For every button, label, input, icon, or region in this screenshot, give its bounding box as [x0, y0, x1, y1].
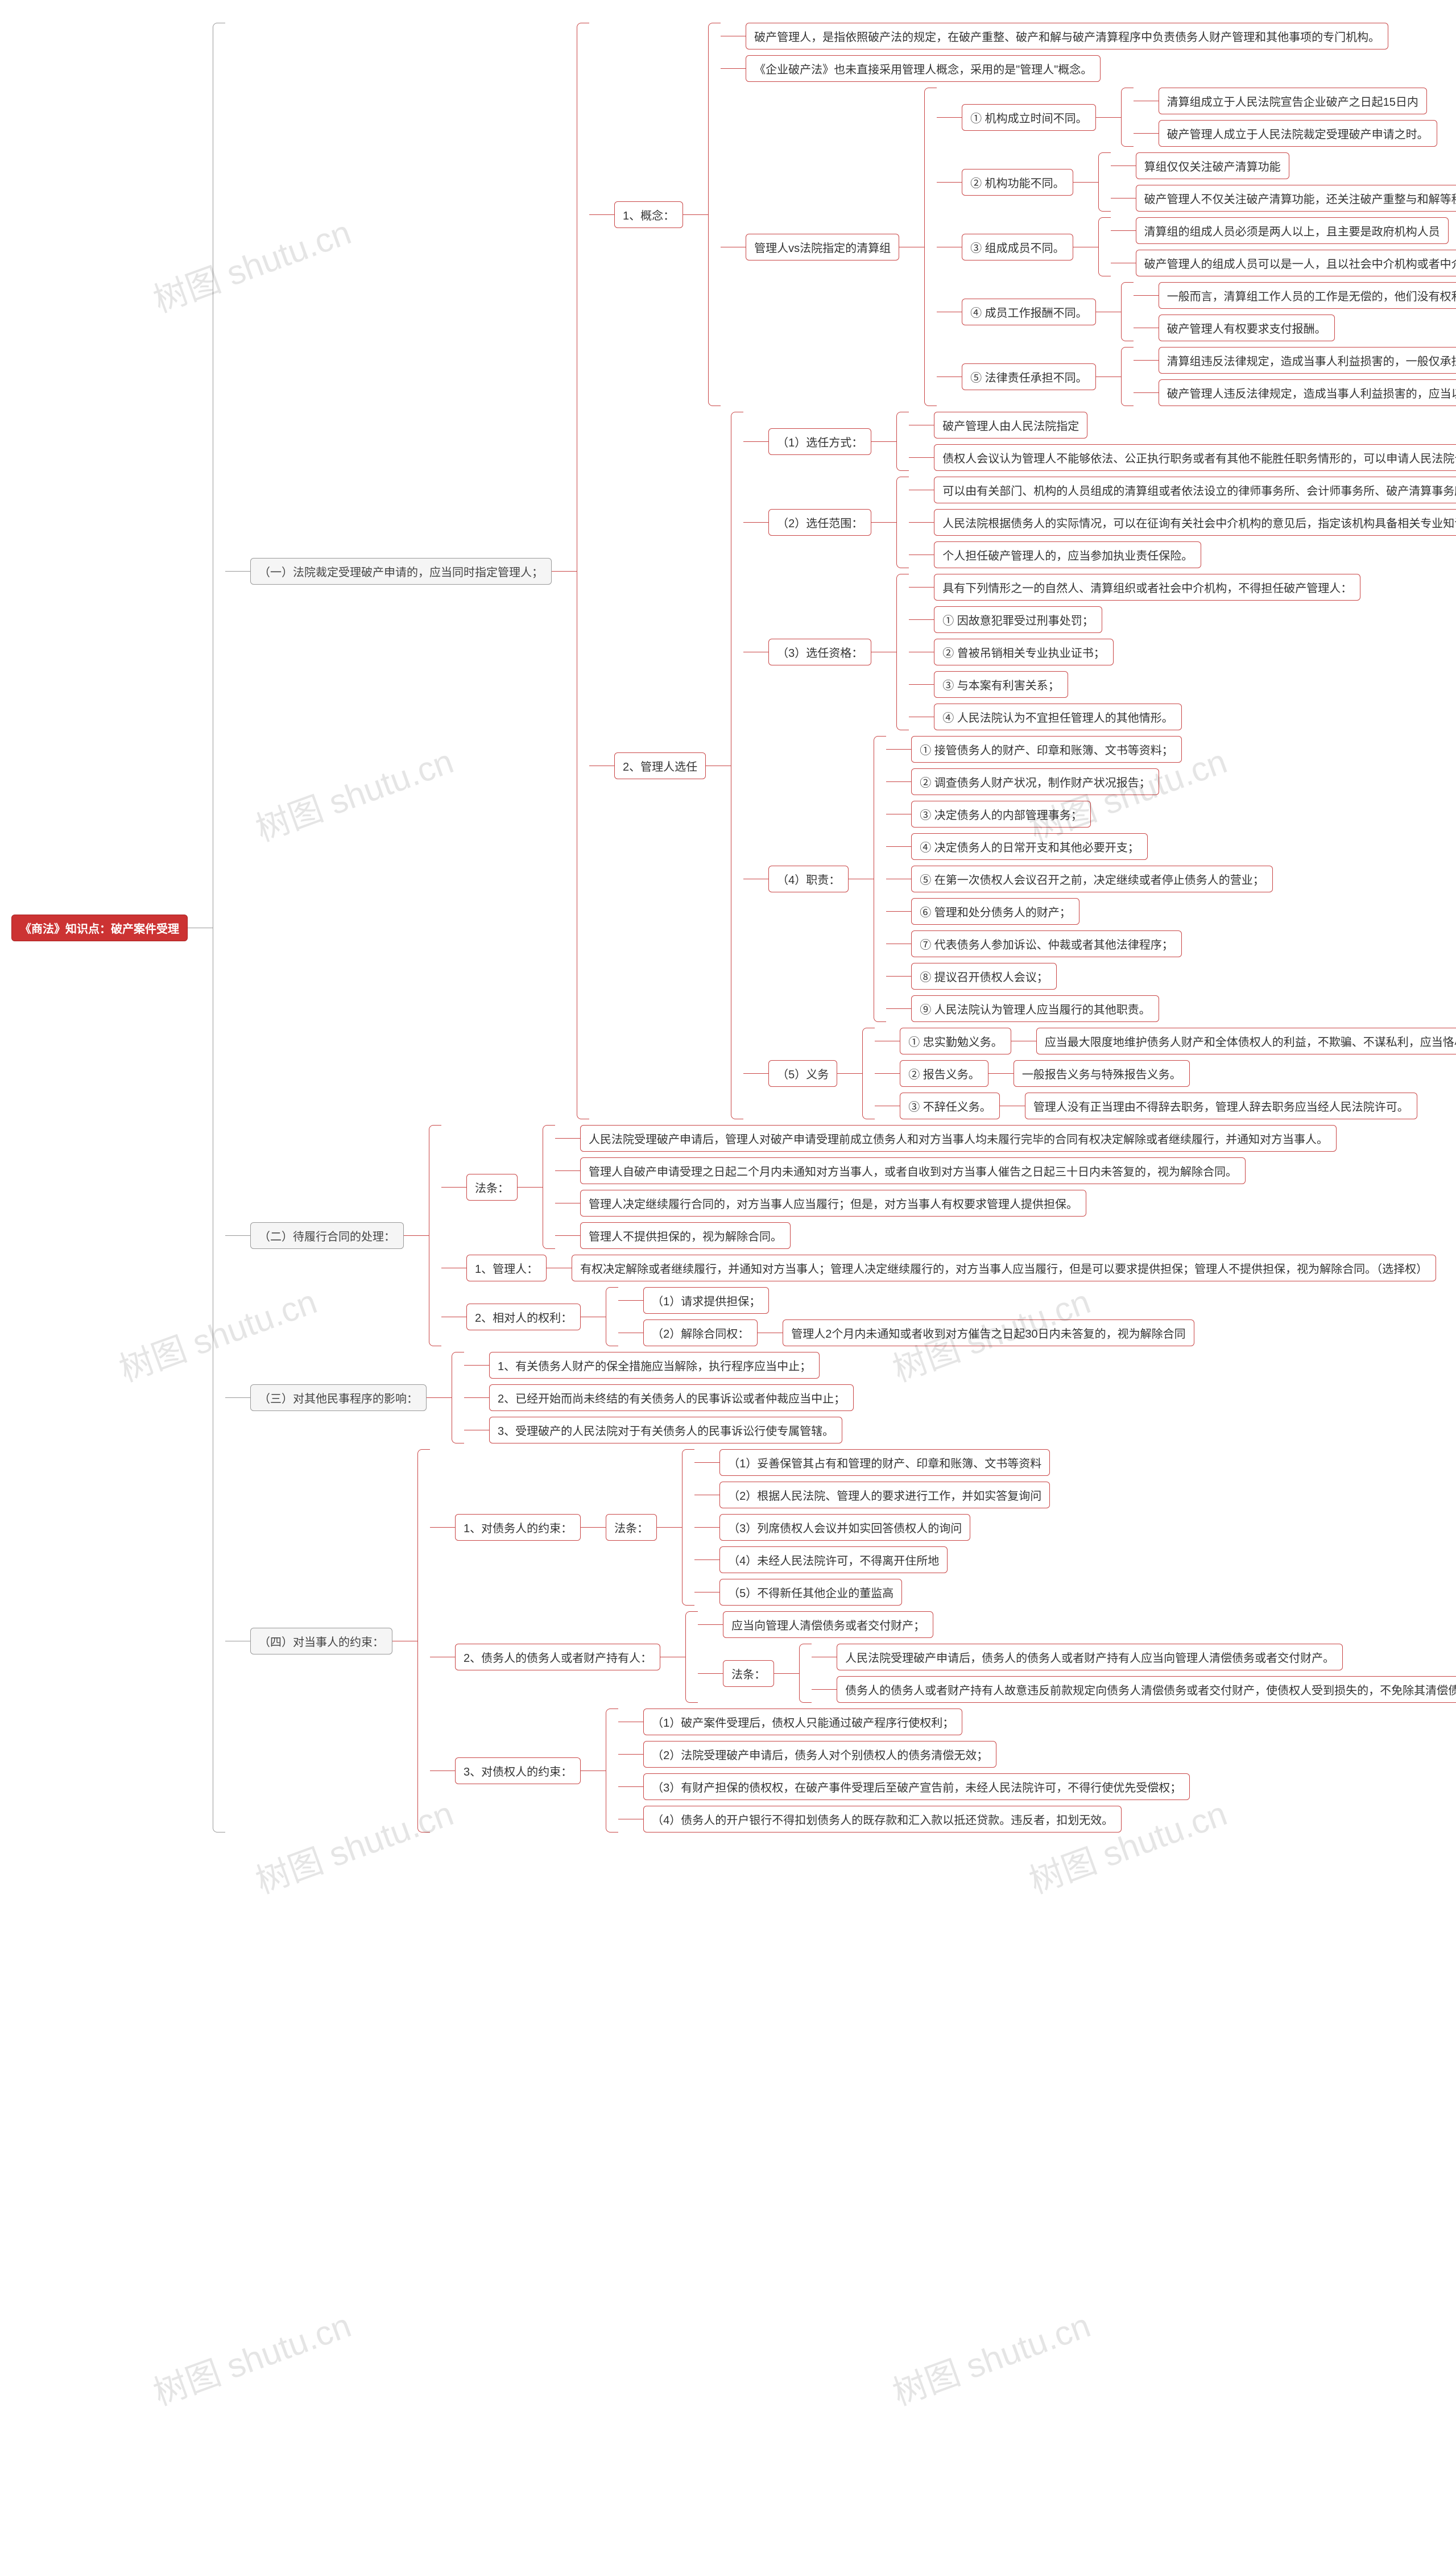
g5b: 破产管理人违反法律规定，造成当事人利益损害的，应当以自己的财产承担赔偿责任。: [1159, 379, 1456, 406]
watermark: 树图 shutu.cn: [885, 2298, 1096, 2415]
concept-b: 《企业破产法》也未直接采用管理人概念，采用的是"管理人"概念。: [746, 55, 1101, 82]
section-1: （一）法院裁定受理破产申请的，应当同时指定管理人；: [250, 558, 552, 585]
s2-2b: （2）解除合同权：: [643, 1319, 758, 1346]
g5: ⑤ 法律责任承担不同。: [962, 363, 1096, 390]
s4-3: 3、对债权人的约束：: [455, 1757, 581, 1784]
s4-1e: （5）不得新任其他企业的董监高: [719, 1579, 902, 1606]
s4-1: 1、对债务人的约束：: [455, 1514, 581, 1541]
d4a: ① 接管债务人的财产、印章和账簿、文书等资料；: [911, 736, 1182, 763]
d1: （1）选任方式：: [768, 428, 871, 455]
s2-f1: 人民法院受理破产申请后，管理人对破产申请受理前成立债务人和对方当事人均未履行完毕…: [580, 1125, 1337, 1152]
s4-1c: （3）列席债权人会议并如实回答债权人的询问: [719, 1514, 970, 1541]
section-3: （三）对其他民事程序的影响：: [250, 1384, 427, 1411]
s4-2b: 人民法院受理破产申请后，债务人的债务人或者财产持有人应当向管理人清偿债务或者交付…: [837, 1644, 1343, 1670]
s2-2: 2、相对人的权利：: [466, 1304, 581, 1330]
s4-3b: （2）法院受理破产申请后，债务人对个别债权人的债务清偿无效；: [643, 1741, 996, 1768]
s2-2b1: 管理人2个月内未通知或者收到对方催告之日起30日内未答复的，视为解除合同: [783, 1319, 1194, 1346]
d5b: ② 报告义务。: [900, 1060, 988, 1087]
d3c: ③ 与本案有利害关系；: [934, 671, 1068, 698]
d4d: ④ 决定债务人的日常开支和其他必要开支；: [911, 833, 1148, 860]
s4-1b: （2）根据人民法院、管理人的要求进行工作，并如实答复询问: [719, 1482, 1050, 1508]
g2b: 破产管理人不仅关注破产清算功能，还关注破产重整与和解等程序功能。: [1136, 185, 1456, 212]
mindmap: 《商法》知识点：破产案件受理 （一）法院裁定受理破产申请的，应当同时指定管理人；…: [11, 23, 1445, 1832]
d5c1: 管理人没有正当理由不得辞去职务，管理人辞去职务应当经人民法院许可。: [1025, 1093, 1417, 1119]
d2c: 个人担任破产管理人的，应当参加执业责任保险。: [934, 541, 1201, 568]
d5c: ③ 不辞任义务。: [900, 1093, 1000, 1119]
d2: （2）选任范围：: [768, 509, 871, 536]
concept-a: 破产管理人，是指依照破产法的规定，在破产重整、破产和解与破产清算程序中负责债务人…: [746, 23, 1388, 49]
d5a1: 应当最大限度地维护债务人财产和全体债权人的利益，不欺骗、不谋私利，应当恪尽善良管…: [1036, 1028, 1456, 1054]
d5b1: 一般报告义务与特殊报告义务。: [1014, 1060, 1190, 1087]
d4c: ③ 决定债务人的内部管理事务；: [911, 801, 1091, 828]
s2-f4: 管理人不提供担保的，视为解除合同。: [580, 1222, 791, 1249]
d2b: 人民法院根据债务人的实际情况，可以在征询有关社会中介机构的意见后，指定该机构具备…: [934, 509, 1456, 536]
section-2: （二）待履行合同的处理：: [250, 1222, 404, 1249]
d2a: 可以由有关部门、机构的人员组成的清算组或者依法设立的律师事务所、会计师事务所、破…: [934, 477, 1456, 503]
s4-1d: （4）未经人民法院许可，不得离开住所地: [719, 1546, 948, 1573]
g5a: 清算组违反法律规定，造成当事人利益损害的，一般仅承担被解任的责任，不承担损害赔偿…: [1159, 347, 1456, 374]
g1b: 破产管理人成立于人民法院裁定受理破产申请之时。: [1159, 120, 1437, 147]
g1: ① 机构成立时间不同。: [962, 104, 1096, 131]
g4: ④ 成员工作报酬不同。: [962, 299, 1096, 325]
d4: （4）职责：: [768, 866, 849, 892]
g3b: 破产管理人的组成人员可以是一人，且以社会中介机构或者中介机构的人员为主。: [1136, 250, 1456, 276]
d3d: ④ 人民法院认为不宜担任管理人的其他情形。: [934, 704, 1182, 730]
g2a: 算组仅仅关注破产清算功能: [1136, 152, 1289, 179]
selection-title: 2、管理人选任: [614, 752, 706, 779]
d3: （3）选任资格：: [768, 639, 871, 665]
watermark: 树图 shutu.cn: [146, 2298, 357, 2415]
s2-2a: （1）请求提供担保；: [643, 1287, 769, 1314]
g2: ② 机构功能不同。: [962, 169, 1073, 196]
d3t: 具有下列情形之一的自然人、清算组织或者社会中介机构，不得担任破产管理人：: [934, 574, 1360, 601]
d5a: ① 忠实勤勉义务。: [900, 1028, 1011, 1054]
d4e: ⑤ 在第一次债权人会议召开之前，决定继续或者停止债务人的营业；: [911, 866, 1273, 892]
g4b: 破产管理人有权要求支付报酬。: [1159, 315, 1335, 341]
d1a: 破产管理人由人民法院指定: [934, 412, 1087, 439]
s4-2a: 应当向管理人清偿债务或者交付财产；: [723, 1611, 933, 1638]
s4-2c: 债务人的债务人或者财产持有人故意违反前款规定向债务人清偿债务或者交付财产，使债权…: [837, 1676, 1456, 1703]
s2-f3: 管理人决定继续履行合同的，对方当事人应当履行；但是，对方当事人有权要求管理人提供…: [580, 1190, 1086, 1217]
d4f: ⑥ 管理和处分债务人的财产；: [911, 898, 1079, 925]
s4-1f: 法条：: [606, 1514, 657, 1541]
d3a: ① 因故意犯罪受过刑事处罚；: [934, 606, 1102, 633]
g3: ③ 组成成员不同。: [962, 234, 1073, 260]
section-4: （四）对当事人的约束：: [250, 1628, 392, 1654]
s4-1a: （1）妥善保管其占有和管理的财产、印章和账簿、文书等资料: [719, 1449, 1050, 1476]
g1a: 清算组成立于人民法院宣告企业破产之日起15日内: [1159, 88, 1427, 114]
d4h: ⑧ 提议召开债权人会议；: [911, 963, 1057, 990]
s2-f: 法条：: [466, 1174, 518, 1201]
vs-group: 管理人vs法院指定的清算组: [746, 234, 899, 260]
d4i: ⑨ 人民法院认为管理人应当履行的其他职责。: [911, 995, 1159, 1022]
s2-1: 1、管理人：: [466, 1255, 547, 1281]
d1b: 债权人会议认为管理人不能够依法、公正执行职务或者有其他不能胜任职务情形的，可以申…: [934, 444, 1456, 471]
g3a: 清算组的组成人员必须是两人以上，且主要是政府机构人员: [1136, 217, 1449, 244]
s3-2: 2、已经开始而尚未终结的有关债务人的民事诉讼或者仲裁应当中止；: [489, 1384, 854, 1411]
s4-2f: 法条：: [723, 1660, 774, 1687]
s4-3d: （4）债务人的开户银行不得扣划债务人的既存款和汇入款以抵还贷款。违反者，扣划无效…: [643, 1806, 1122, 1832]
root-node: 《商法》知识点：破产案件受理: [11, 915, 188, 941]
d5: （5）义务: [768, 1060, 837, 1087]
g4a: 一般而言，清算组工作人员的工作是无偿的，他们没有权利要求支付报酬: [1159, 282, 1456, 309]
d3b: ② 曾被吊销相关专业执业证书；: [934, 639, 1114, 665]
d4b: ② 调查债务人财产状况，制作财产状况报告；: [911, 768, 1159, 795]
s4-3c: （3）有财产担保的债权权，在破产事件受理后至破产宣告前，未经人民法院许可，不得行…: [643, 1773, 1190, 1800]
s2-1a: 有权决定解除或者继续履行，并通知对方当事人；管理人决定继续履行的，对方当事人应当…: [572, 1255, 1436, 1281]
s4-3a: （1）破产案件受理后，债权人只能通过破产程序行使权利；: [643, 1709, 962, 1735]
d4g: ⑦ 代表债务人参加诉讼、仲裁或者其他法律程序；: [911, 930, 1182, 957]
s4-2: 2、债务人的债务人或者财产持有人：: [455, 1644, 660, 1670]
s2-f2: 管理人自破产申请受理之日起二个月内未通知对方当事人，或者自收到对方当事人催告之日…: [580, 1157, 1246, 1184]
s3-3: 3、受理破产的人民法院对于有关债务人的民事诉讼行使专属管辖。: [489, 1417, 842, 1443]
s3-1: 1、有关债务人财产的保全措施应当解除，执行程序应当中止；: [489, 1352, 820, 1379]
concept-title: 1、概念：: [614, 201, 683, 228]
